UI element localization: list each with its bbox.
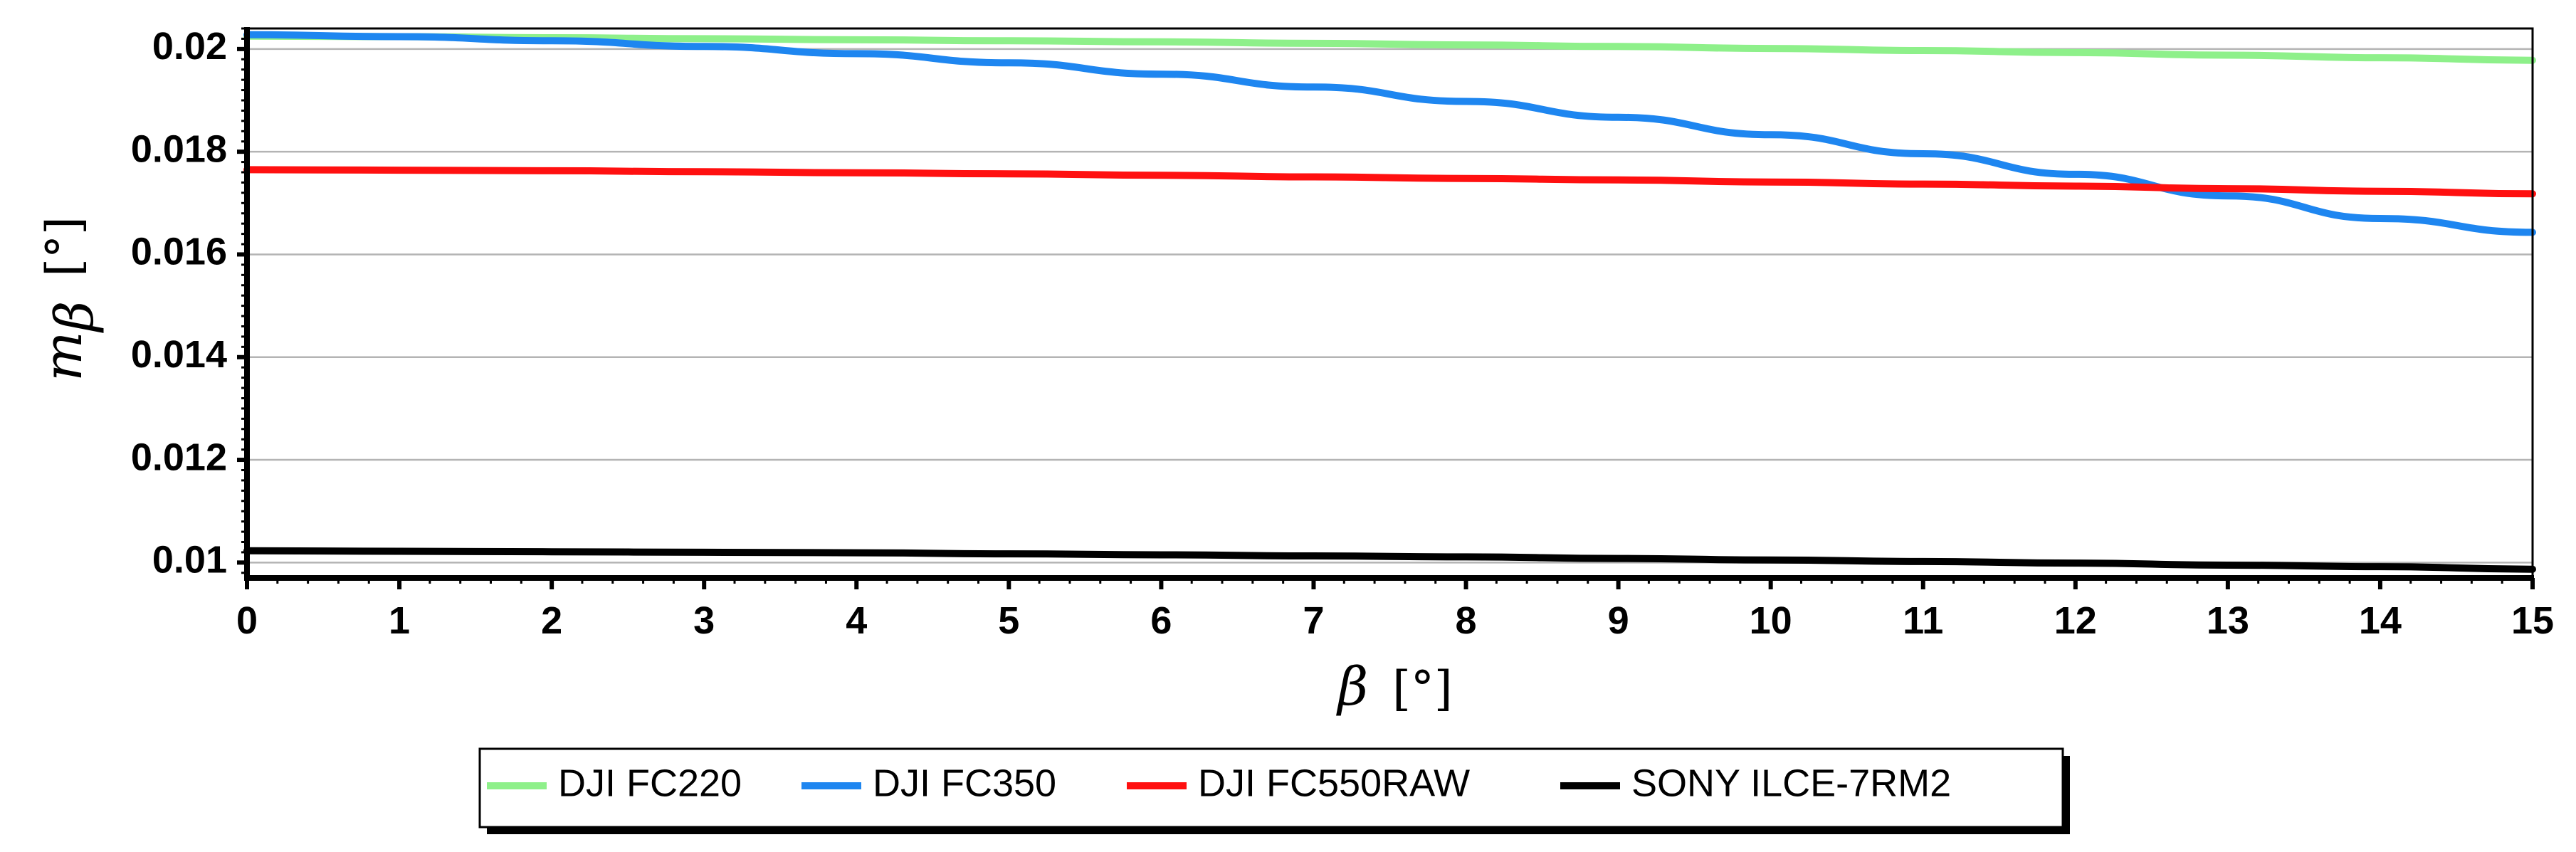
x-tick-label: 4: [846, 599, 867, 642]
x-tick-label: 8: [1456, 599, 1477, 642]
x-tick-label: 12: [2054, 599, 2097, 642]
legend-box: [478, 747, 2064, 829]
y-axis-label: m: [33, 332, 94, 382]
y-axis-unit: [°]: [36, 216, 91, 277]
x-tick-label: 6: [1150, 599, 1172, 642]
x-axis-label: β: [1335, 656, 1368, 717]
y-tick-label: 0.016: [131, 231, 227, 273]
legend-label: DJI FC550RAW: [1198, 762, 1470, 804]
legend-items: DJI FC220 DJI FC350 DJI FC550RAW SONY ILCE-…: [487, 762, 1951, 804]
plot-border: [246, 27, 2534, 579]
plot-frame: [244, 27, 2534, 581]
y-tick-label: 0.012: [131, 436, 227, 478]
x-tick-label: 5: [998, 599, 1019, 642]
svg-text:mβ[°]: mβ [°]: [33, 216, 105, 381]
legend-label: SONY ILCE-7RM2: [1631, 762, 1951, 804]
x-tick-label: 1: [389, 599, 410, 642]
legend-label: DJI FC350: [873, 762, 1056, 804]
x-tick-label: 2: [541, 599, 562, 642]
x-tick-label: 3: [693, 599, 715, 642]
x-axis-title: β [°]: [1335, 656, 1452, 717]
x-tick-label: 9: [1608, 599, 1629, 642]
series-line-3: [243, 547, 2536, 573]
y-tick-label: 0.014: [131, 333, 227, 376]
axis-ticks: [237, 27, 2535, 589]
x-tick-label: 15: [2511, 599, 2554, 642]
y-tick-label: 0.018: [131, 127, 227, 170]
series-line-2: [243, 166, 2536, 198]
x-axis-unit: [°]: [1392, 661, 1453, 716]
svg-text:β[°]: β [°]: [1335, 656, 1452, 717]
legend: DJI FC220 DJI FC350 DJI FC550RAW SONY ILCE-…: [478, 747, 2070, 834]
x-tick-label: 11: [1903, 599, 1943, 642]
x-tick-label: 13: [2207, 599, 2249, 642]
legend-label: DJI FC220: [558, 762, 742, 804]
y-tick-label: 0.01: [152, 539, 227, 582]
series-lines: [243, 31, 2536, 573]
x-tick-label: 0: [236, 599, 258, 642]
series-line-1: [243, 31, 2536, 236]
y-axis-title: mβ [°]: [33, 216, 105, 381]
x-tick-label: 14: [2359, 599, 2402, 642]
grid-lines: [247, 48, 2533, 564]
y-tick-label: 0.02: [152, 25, 227, 68]
series-line-0: [243, 32, 2536, 64]
x-tick-label: 7: [1303, 599, 1324, 642]
x-tick-label: 10: [1750, 599, 1792, 642]
y-axis-label-sub: β: [44, 301, 105, 334]
